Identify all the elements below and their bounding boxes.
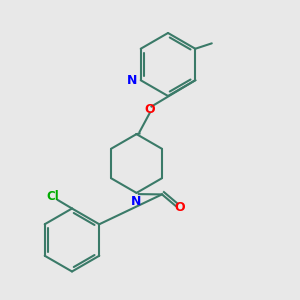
Text: N: N [131,195,142,208]
Text: O: O [145,103,155,116]
Text: N: N [127,74,137,87]
Text: Cl: Cl [46,190,59,203]
Text: O: O [175,201,185,214]
